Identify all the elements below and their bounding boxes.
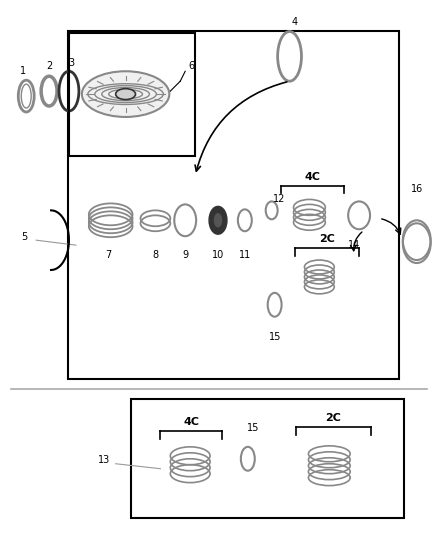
Text: 9: 9: [182, 250, 188, 260]
Text: 12: 12: [273, 195, 286, 205]
Text: 2C: 2C: [325, 413, 341, 423]
Text: 1: 1: [20, 66, 26, 76]
Text: 16: 16: [410, 184, 423, 195]
Text: 5: 5: [21, 232, 28, 242]
Text: 2C: 2C: [319, 234, 335, 244]
Text: 15: 15: [268, 332, 281, 342]
Text: 7: 7: [106, 250, 112, 260]
Bar: [69, 34, 195, 156]
Text: 15: 15: [247, 423, 259, 433]
Text: 2: 2: [46, 61, 52, 71]
Ellipse shape: [82, 71, 170, 117]
Text: 11: 11: [239, 250, 251, 260]
Text: 10: 10: [212, 250, 224, 260]
Bar: [131, 399, 404, 519]
Text: 4C: 4C: [183, 417, 199, 427]
Text: 8: 8: [152, 250, 159, 260]
Bar: [68, 31, 399, 379]
Ellipse shape: [213, 212, 223, 228]
Text: 6: 6: [188, 61, 194, 71]
Text: 13: 13: [98, 455, 110, 465]
Text: 4: 4: [291, 17, 297, 27]
Ellipse shape: [209, 206, 227, 234]
Ellipse shape: [116, 88, 135, 100]
Text: 3: 3: [68, 58, 74, 68]
Text: 14: 14: [348, 240, 360, 250]
Text: 4C: 4C: [304, 172, 321, 182]
